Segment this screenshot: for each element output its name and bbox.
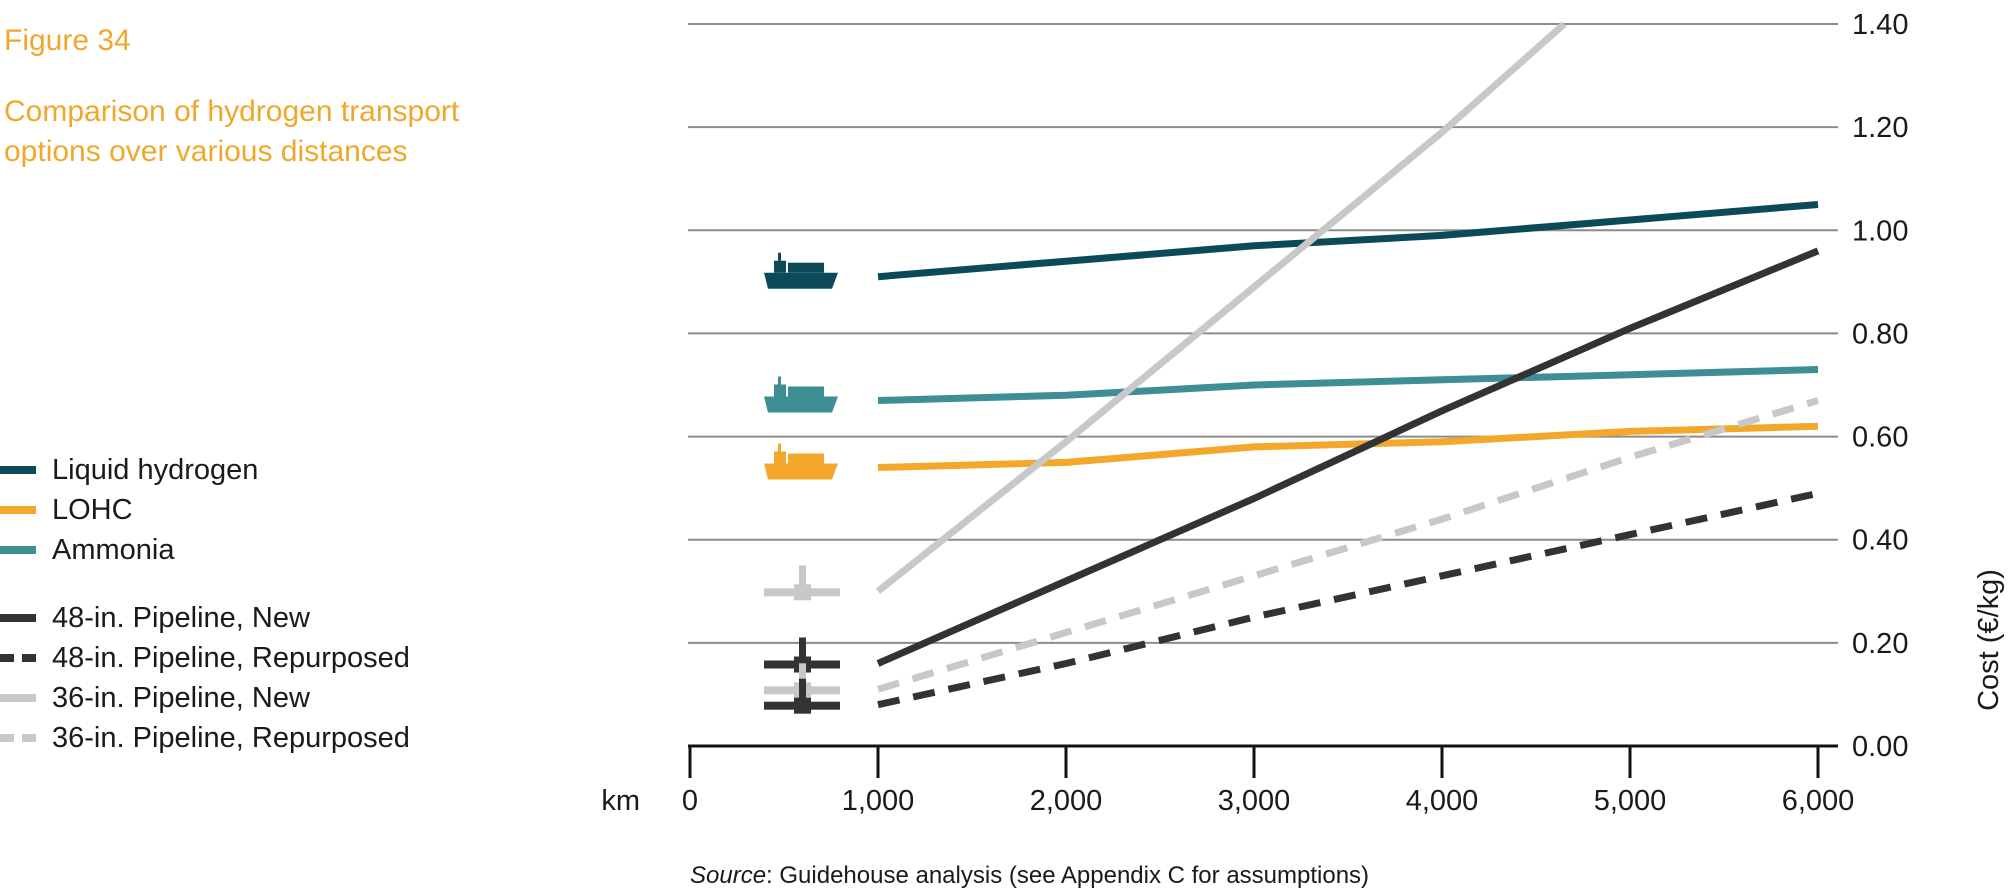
ship-icon	[764, 443, 838, 480]
y-tick-label: 0.00	[1852, 731, 1908, 763]
legend-item-lohc: LOHC	[0, 490, 410, 530]
x-tick-label: 6,000	[1782, 785, 1855, 817]
ship-icon	[764, 376, 838, 413]
y-tick-label: 1.40	[1852, 9, 1908, 41]
legend-label: 48-in. Pipeline, New	[52, 602, 310, 634]
y-tick-label: 1.00	[1852, 215, 1908, 247]
ship-icon	[764, 252, 838, 289]
figure-title: Comparison of hydrogen transport options…	[4, 95, 460, 168]
legend-item-ammonia: Ammonia	[0, 530, 410, 570]
x-tick-label: 4,000	[1406, 785, 1479, 817]
source-text: : Guidehouse analysis (see Appendix C fo…	[766, 862, 1370, 889]
legend-swatch	[0, 546, 36, 554]
series-line-36-in-pipeline-repurposed	[876, 397, 1820, 693]
legend-label: 36-in. Pipeline, Repurposed	[52, 722, 410, 754]
legend-swatch	[0, 694, 36, 702]
x-tick-label: 0	[682, 785, 698, 817]
y-tick-label: 1.20	[1852, 112, 1908, 144]
chart-legend: Liquid hydrogen LOHC Ammonia 48-in. Pipe…	[0, 450, 410, 758]
x-tick-label: 5,000	[1594, 785, 1667, 817]
series-line-48-in-pipeline-repurposed	[877, 489, 1819, 709]
legend-label: 36-in. Pipeline, New	[52, 682, 310, 714]
y-tick-label: 0.20	[1852, 628, 1908, 660]
pipe-icon	[764, 678, 840, 714]
series-line-ammonia	[877, 366, 1819, 404]
legend-item-48-repurposed: 48-in. Pipeline, Repurposed	[0, 638, 410, 678]
source-prefix: Source	[690, 862, 767, 889]
figure-label: Figure 34	[4, 24, 131, 57]
legend-label: LOHC	[52, 494, 133, 526]
legend-label: Ammonia	[52, 534, 175, 566]
legend-swatch	[0, 734, 36, 742]
legend-item-36-repurposed: 36-in. Pipeline, Repurposed	[0, 718, 410, 758]
legend-item-liquid-hydrogen: Liquid hydrogen	[0, 450, 410, 490]
x-tick-label: 1,000	[842, 785, 915, 817]
x-tick-label: 2,000	[1030, 785, 1103, 817]
legend-swatch	[0, 614, 36, 622]
series-line-48-in-pipeline-new	[876, 247, 1820, 667]
legend-label: 48-in. Pipeline, Repurposed	[52, 642, 410, 674]
legend-label: Liquid hydrogen	[52, 454, 259, 486]
x-axis-label: km	[601, 785, 640, 817]
pipe-icon	[764, 565, 840, 601]
legend-swatch	[0, 506, 36, 514]
y-tick-label: 0.80	[1852, 318, 1908, 350]
y-tick-label: 0.40	[1852, 525, 1908, 557]
series-line-36-in-pipeline-new	[875, 21, 1567, 595]
legend-item-36-new: 36-in. Pipeline, New	[0, 678, 410, 718]
y-axis-label: Cost (€/kg)	[1973, 569, 2005, 711]
legend-swatch	[0, 654, 36, 662]
series-line-liquid-hydrogen	[877, 201, 1819, 281]
legend-swatch	[0, 466, 36, 474]
legend-item-48-new: 48-in. Pipeline, New	[0, 598, 410, 638]
source-note: Source: Guidehouse analysis (see Appendi…	[690, 862, 1369, 890]
y-tick-label: 0.60	[1852, 422, 1908, 454]
x-tick-label: 3,000	[1218, 785, 1291, 817]
series-line-lohc	[877, 422, 1819, 471]
